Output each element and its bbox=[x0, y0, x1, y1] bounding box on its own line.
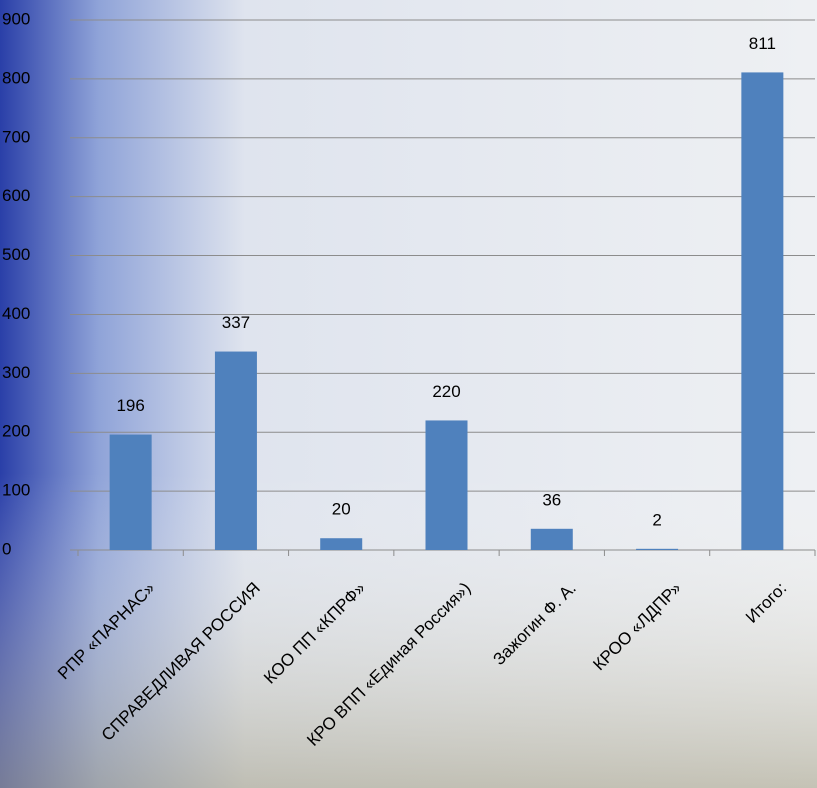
y-tick-label: 800 bbox=[2, 68, 30, 87]
data-label: 811 bbox=[749, 34, 776, 53]
y-tick-label: 0 bbox=[2, 539, 11, 558]
y-tick-label: 300 bbox=[2, 363, 30, 382]
data-label: 20 bbox=[332, 500, 351, 519]
data-label: 220 bbox=[432, 382, 460, 401]
y-tick-label: 500 bbox=[2, 245, 30, 264]
data-label: 337 bbox=[222, 313, 250, 332]
bar bbox=[636, 548, 679, 550]
bar bbox=[425, 420, 468, 550]
data-label: 36 bbox=[542, 490, 561, 509]
bar bbox=[214, 351, 257, 550]
y-tick-label: 600 bbox=[2, 186, 30, 205]
bar bbox=[741, 72, 784, 551]
y-tick-label: 700 bbox=[2, 127, 30, 146]
bar bbox=[320, 538, 363, 550]
bar bbox=[530, 528, 573, 550]
y-tick-label: 400 bbox=[2, 304, 30, 323]
data-label: 2 bbox=[652, 510, 661, 529]
bar bbox=[109, 434, 152, 550]
y-tick-label: 900 bbox=[2, 9, 30, 28]
data-label: 196 bbox=[116, 396, 144, 415]
y-tick-label: 100 bbox=[2, 481, 30, 500]
y-tick-label: 200 bbox=[2, 422, 30, 441]
